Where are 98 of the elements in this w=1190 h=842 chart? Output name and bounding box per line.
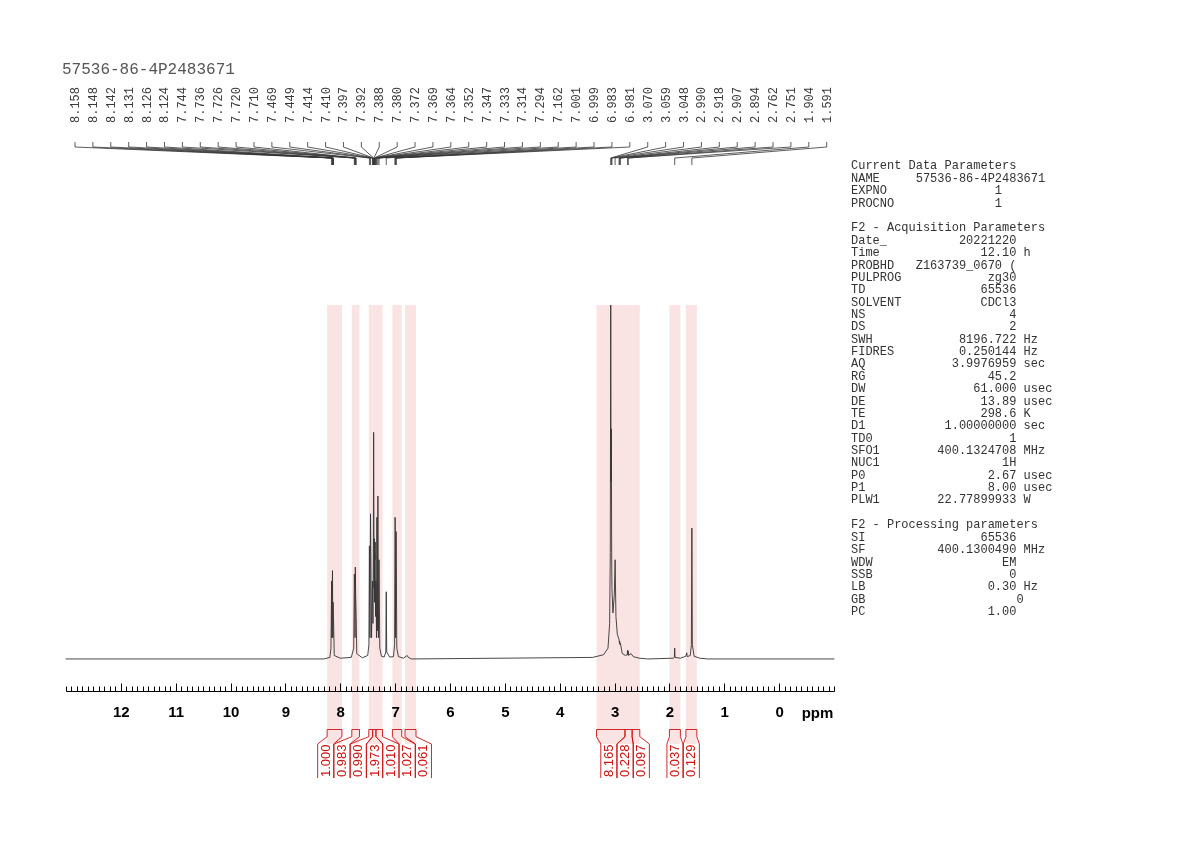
text: GB 0 [851,592,1024,607]
text: Time 12.10 h [851,246,1031,261]
text: 6.999 [588,86,603,123]
text: PROCNO 1 [851,197,1003,212]
text: 6.981 [623,86,638,123]
text: 7.414 [301,86,316,123]
text: DE 13.89 usec [851,394,1053,409]
text: 2.894 [749,86,764,123]
text: 7.294 [534,86,549,123]
text: DS 2 [851,320,1017,335]
text: 7.347 [480,86,495,123]
text: 7.736 [194,86,209,123]
text: 7.372 [409,86,424,123]
band-label: 0.037 [666,744,682,777]
text: SSB 0 [851,567,1017,582]
text: 7.469 [265,86,280,123]
text: F2 - Acquisition Parameters [851,220,1046,235]
band-label: 0.983 [333,744,349,777]
x-tick-label: 6 [446,702,455,720]
text: PC 1.00 [851,604,1017,619]
text: 7.744 [176,86,191,123]
band-label: 0.097 [633,744,649,777]
text: AQ 3.9976959 sec [851,357,1046,372]
text: PROBHD Z163739_0670 ( [851,258,1017,273]
x-tick-label: 9 [281,702,291,720]
text: TD 65536 [851,283,1017,298]
band-label: 0.061 [415,744,431,777]
band-label: 1.000 [317,744,333,777]
x-tick-label: 2 [665,702,675,720]
text: 7.710 [247,86,262,123]
text: 7.314 [516,86,531,123]
text: EXPNO 1 [851,184,1003,199]
text: TD0 1 [851,431,1017,446]
text: P0 2.67 usec [851,468,1053,483]
text: 7.397 [337,86,352,123]
x-tick-label: 8 [336,702,345,720]
text: 7.410 [319,86,334,123]
text: LB 0.30 Hz [851,579,1039,594]
text: 7.449 [283,86,298,123]
x-tick-label: 1 [720,702,729,720]
text: 8.158 [69,86,83,123]
text: 3.059 [659,86,674,123]
text: 7.388 [373,86,388,123]
text: 2.907 [731,86,746,123]
text: 2.990 [695,86,710,123]
text: 6.983 [605,86,620,123]
band-label: 1.973 [366,744,382,777]
text: 7.162 [552,86,567,123]
text: 8.131 [122,86,137,123]
text: 2.762 [767,86,782,123]
text: 3.048 [677,86,692,123]
x-tick-label: 12 [113,702,130,720]
x-tick-label: 0 [775,702,784,720]
text: 2.751 [784,86,799,123]
text: 7.001 [570,86,585,123]
x-tick-label: 10 [222,702,240,720]
text: 3.070 [641,86,656,123]
x-tick-label: 7 [391,702,400,720]
band-label: 0.228 [617,744,633,777]
band-label: 8.165 [600,744,616,777]
text: TE 298.6 K [851,406,1032,421]
text: 7.392 [355,86,370,123]
text: PLW1 22.77899933 W [851,493,1032,508]
text: F2 - Processing parameters [851,517,1039,532]
band-label: 0.990 [350,744,366,777]
text: 7.720 [230,86,245,123]
text: RG 45.2 [851,369,1017,384]
text: 8.124 [158,86,173,123]
text: 8.126 [140,86,155,123]
text: Current Data Parameters [851,158,1017,173]
text: 2.918 [713,86,728,123]
x-tick-label: 11 [168,702,185,720]
band-label: 1.027 [399,744,415,777]
text: D1 1.00000000 sec [851,419,1046,434]
text: DW 61.000 usec [851,382,1053,397]
text: 8.142 [104,86,119,123]
text: SI 65536 [851,530,1017,545]
chart-title: 57536-86-4P2483671 [62,60,235,79]
text: 7.726 [212,86,227,123]
text: SOLVENT CDCl3 [851,295,1017,310]
band-label: 0.129 [683,744,699,777]
band-label: 1.010 [382,744,398,777]
x-tick-label: 5 [501,702,510,720]
text: SWH 8196.722 Hz [851,332,1038,347]
text: 7.380 [391,86,406,123]
text: WDW EM [851,555,1017,570]
text: 8.148 [86,86,101,123]
x-tick-label: 4 [556,702,566,720]
x-axis-title: ppm [801,703,834,721]
text: 7.352 [462,86,477,123]
text: SF 400.1300490 MHz [851,542,1046,557]
text: NUC1 1H [851,456,1017,471]
x-tick-label: 3 [610,702,620,720]
text: 7.364 [444,86,459,123]
text: 7.333 [498,86,513,123]
text: 7.369 [426,86,441,123]
text: 1.904 [802,86,817,123]
text: 1.591 [820,86,835,123]
